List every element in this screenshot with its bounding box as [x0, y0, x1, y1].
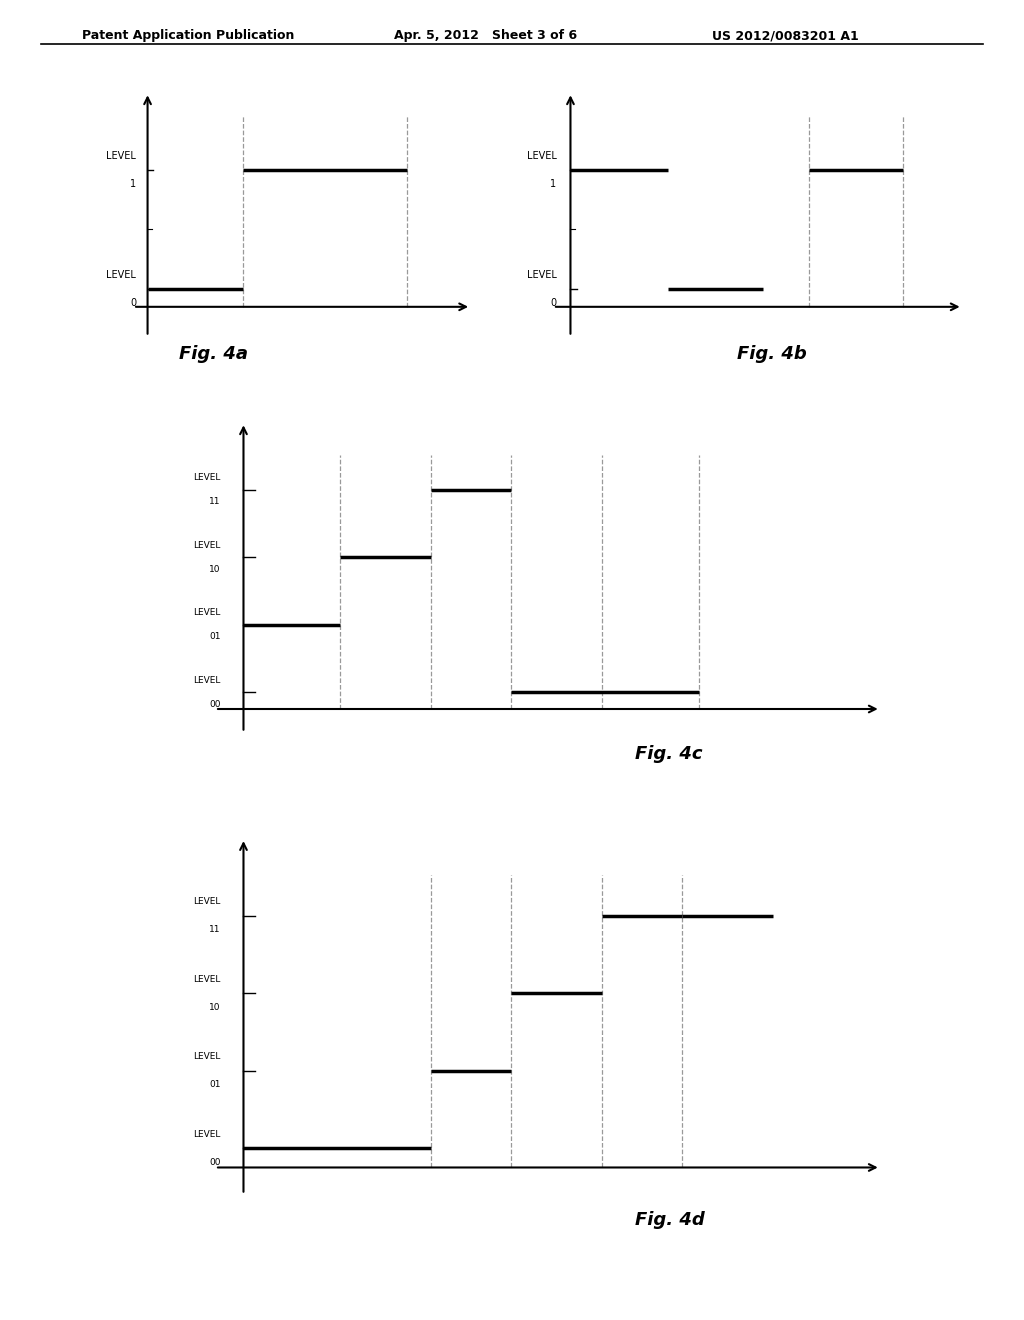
- Text: Fig. 4b: Fig. 4b: [737, 345, 807, 363]
- Text: LEVEL: LEVEL: [194, 676, 221, 685]
- Text: 0: 0: [550, 298, 556, 309]
- Text: 1: 1: [130, 180, 136, 189]
- Text: Patent Application Publication: Patent Application Publication: [82, 29, 294, 42]
- Text: LEVEL: LEVEL: [526, 150, 556, 161]
- Text: US 2012/0083201 A1: US 2012/0083201 A1: [712, 29, 858, 42]
- Text: LEVEL: LEVEL: [194, 609, 221, 616]
- Text: LEVEL: LEVEL: [106, 269, 136, 280]
- Text: 00: 00: [209, 1158, 221, 1167]
- Text: 0: 0: [130, 298, 136, 309]
- Text: LEVEL: LEVEL: [194, 898, 221, 907]
- Text: LEVEL: LEVEL: [526, 269, 556, 280]
- Text: 10: 10: [209, 1003, 221, 1011]
- Text: LEVEL: LEVEL: [194, 1130, 221, 1139]
- Text: 01: 01: [209, 632, 221, 642]
- Text: 10: 10: [209, 565, 221, 574]
- Text: 01: 01: [209, 1080, 221, 1089]
- Text: Fig. 4a: Fig. 4a: [179, 345, 248, 363]
- Text: Apr. 5, 2012   Sheet 3 of 6: Apr. 5, 2012 Sheet 3 of 6: [394, 29, 578, 42]
- Text: LEVEL: LEVEL: [194, 1052, 221, 1061]
- Text: Fig. 4c: Fig. 4c: [635, 744, 702, 763]
- Text: 00: 00: [209, 700, 221, 709]
- Text: Fig. 4d: Fig. 4d: [635, 1210, 705, 1229]
- Text: LEVEL: LEVEL: [194, 974, 221, 983]
- Text: LEVEL: LEVEL: [194, 473, 221, 482]
- Text: 11: 11: [209, 498, 221, 507]
- Text: LEVEL: LEVEL: [106, 150, 136, 161]
- Text: 1: 1: [550, 180, 556, 189]
- Text: LEVEL: LEVEL: [194, 541, 221, 549]
- Text: 11: 11: [209, 925, 221, 935]
